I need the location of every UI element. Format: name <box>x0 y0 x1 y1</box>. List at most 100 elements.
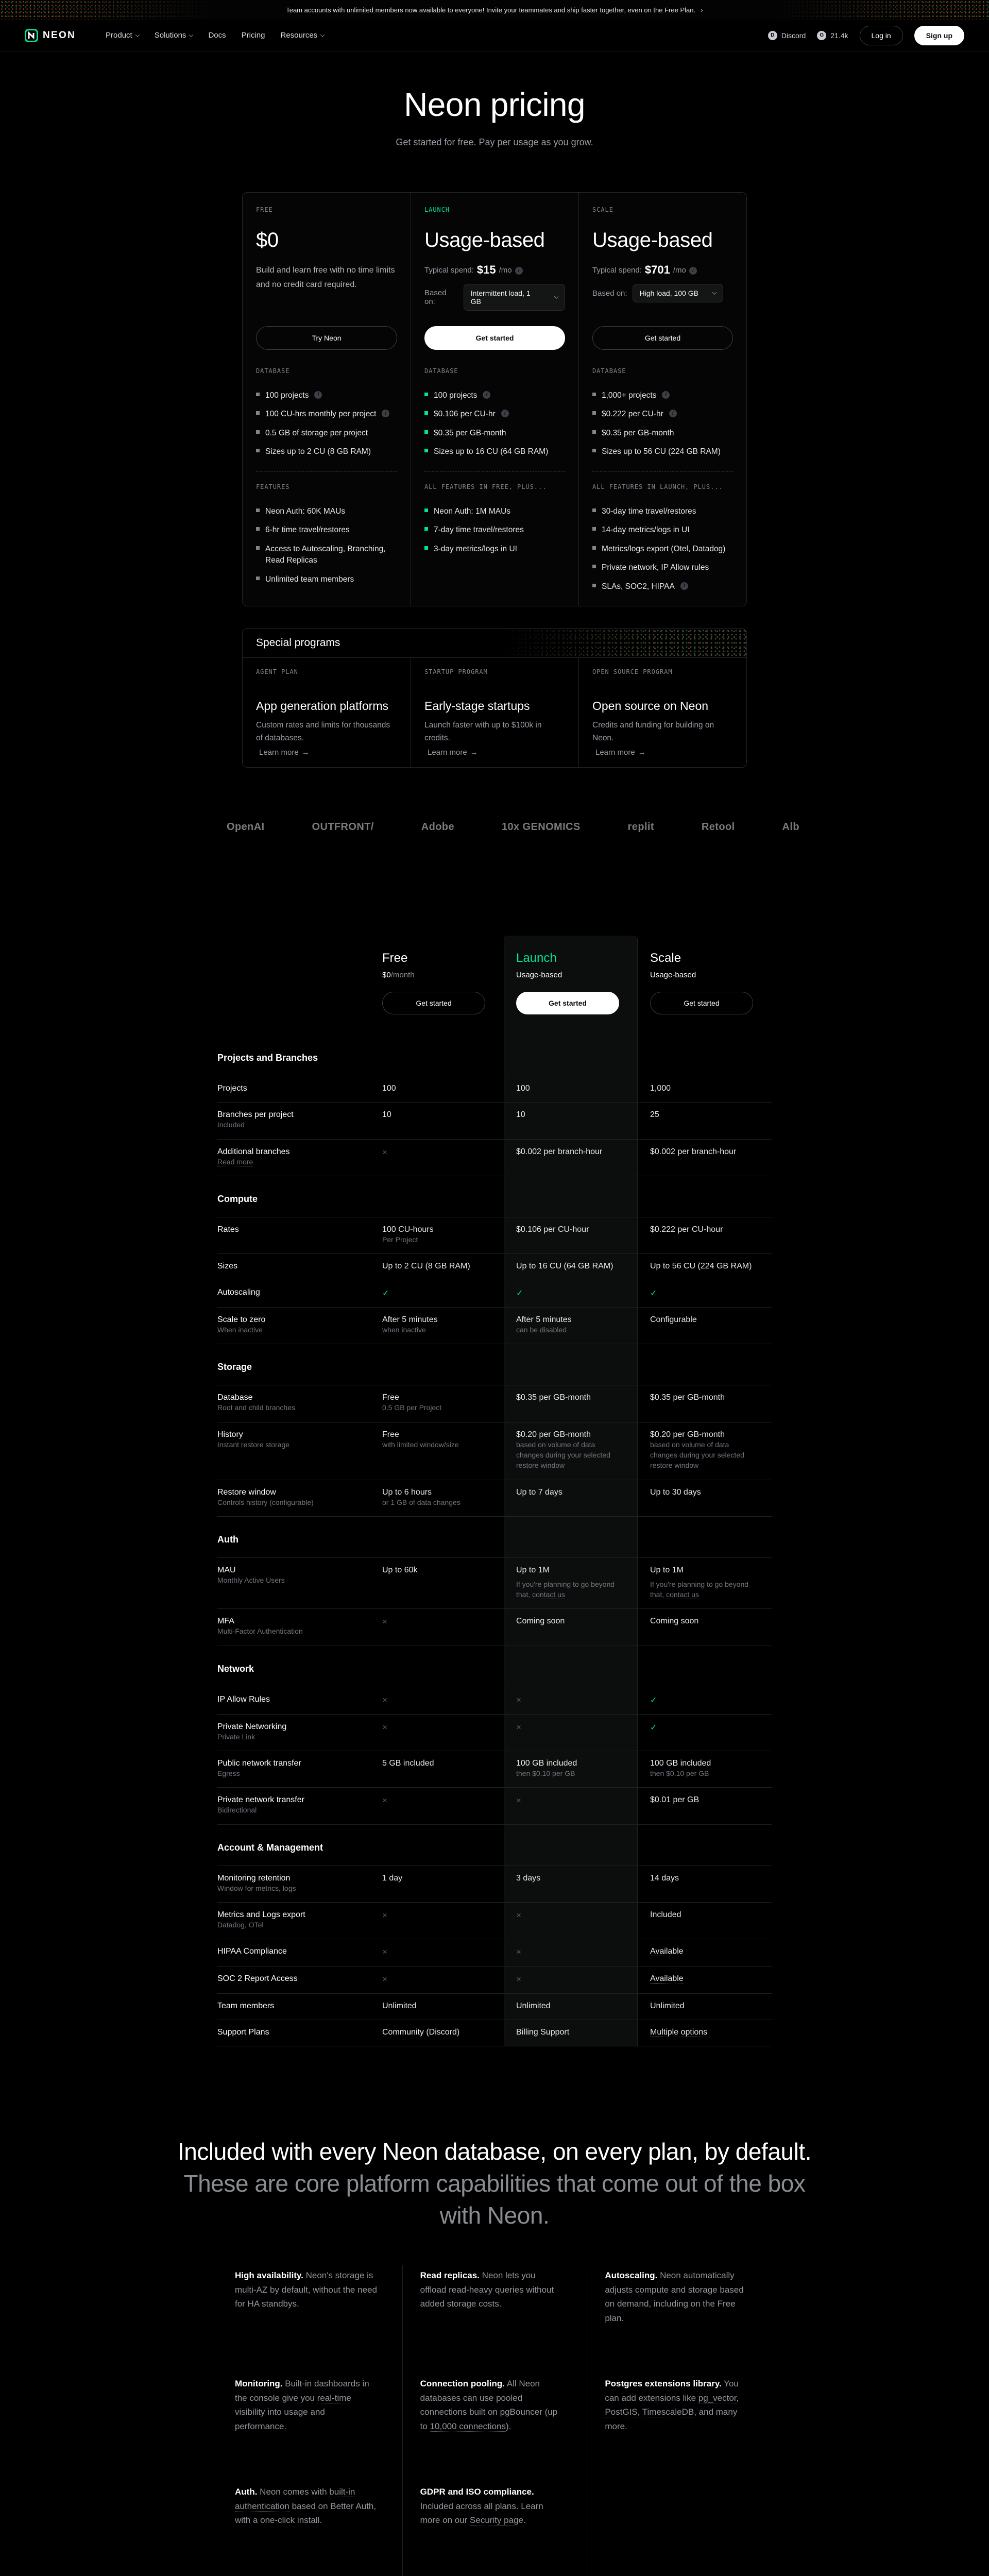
table-cell: $0.01 per GB <box>650 1795 700 1805</box>
plan-cta-button[interactable]: Try Neon <box>256 326 397 350</box>
nav-item[interactable]: Product <box>106 31 140 40</box>
list-item: 100 CU-hrs monthly per project i <box>256 409 397 420</box>
table-cell: Up to 7 days <box>516 1487 562 1497</box>
announcement-banner[interactable]: Team accounts with unlimited members now… <box>0 0 989 20</box>
workload-select[interactable]: Intermittent load, 1 GB <box>463 284 565 311</box>
list-item: $0.222 per CU-hr i <box>592 409 733 420</box>
info-icon[interactable]: i <box>515 266 523 275</box>
info-icon[interactable]: i <box>662 391 670 399</box>
cell-link[interactable]: Available <box>650 1947 684 1957</box>
info-icon[interactable]: i <box>483 391 491 399</box>
nav-item[interactable]: Pricing <box>241 31 265 40</box>
list-item: 0.5 GB of storage per project <box>256 428 397 439</box>
info-icon[interactable]: i <box>314 391 322 399</box>
bullet-square-icon <box>256 449 260 453</box>
info-icon[interactable]: i <box>382 410 390 418</box>
workload-select[interactable]: High load, 100 GB <box>632 284 723 302</box>
table-cell: Coming soon <box>516 1617 565 1626</box>
announcement-text: Team accounts with unlimited members now… <box>286 6 696 14</box>
plan-cta-button[interactable]: Get started <box>592 326 733 350</box>
bullet-square-icon <box>256 430 260 434</box>
bullet-square-icon <box>424 411 428 415</box>
row-label: Autoscaling <box>217 1288 260 1297</box>
plan-summary: Typical spend: $701 /mo i Based on: High… <box>592 263 733 313</box>
program-tag: OPEN SOURCE PROGRAM <box>592 668 673 676</box>
bullet-square-icon <box>424 527 428 531</box>
program-title: Open source on Neon <box>592 699 709 713</box>
signup-button[interactable]: Sign up <box>914 25 964 45</box>
info-icon[interactable]: i <box>669 410 677 418</box>
table-cell: $0.002 per branch-hour <box>516 1147 603 1156</box>
plan-cta-button[interactable]: Get started <box>424 326 565 350</box>
list-item: 100 projects i <box>256 390 397 401</box>
neon-logo[interactable]: NEON <box>25 28 76 42</box>
bullet-square-icon <box>592 508 596 512</box>
cell-sub-link[interactable]: contact us <box>532 1590 565 1600</box>
arrow-right-icon: → <box>638 748 646 757</box>
bullet-square-icon <box>592 565 596 569</box>
workload-select-value: High load, 100 GB <box>639 289 698 297</box>
included-feature-card: Auth. Neon comes with built-in authentic… <box>235 2487 377 2526</box>
table-cell: $0.002 per branch-hour <box>650 1147 737 1156</box>
table-cell: 1,000 <box>650 1084 671 1093</box>
feature-lead: Postgres extensions library. <box>605 2379 722 2389</box>
info-icon[interactable]: i <box>680 582 688 590</box>
list-item: $0.106 per CU-hr i <box>424 409 565 420</box>
comparison-cta-button[interactable]: Get started <box>516 992 619 1015</box>
comparison-header: Free $0/month Get started Launch Usage-b… <box>217 895 772 1035</box>
plan-card: LAUNCH Usage-based Typical spend: $15 /m… <box>411 193 578 606</box>
learn-more-link[interactable]: Learn more → <box>259 748 310 757</box>
cell-link[interactable]: Multiple options <box>650 2028 708 2038</box>
bullet-square-icon <box>592 430 596 434</box>
table-cell: Available <box>638 1947 772 1957</box>
row-label: Additional branches Read more <box>217 1147 290 1166</box>
feature-lead: Monitoring. <box>235 2379 283 2389</box>
page-title: Neon pricing <box>404 86 585 123</box>
workload-select-value: Intermittent load, 1 GB <box>470 289 531 306</box>
bullet-square-icon <box>592 393 596 396</box>
list-item: 30-day time travel/restores <box>592 506 733 517</box>
table-row: Support Plans Community (Discord) <box>217 2020 772 2047</box>
list-item: 14-day metrics/logs in UI <box>592 524 733 536</box>
table-section-title: Projects and Branches <box>217 1053 318 1063</box>
github-stars[interactable]: G 21.4k <box>817 30 848 40</box>
table-cell: 10 <box>382 1110 391 1120</box>
cell-sub-link[interactable]: contact us <box>666 1590 699 1600</box>
divider <box>592 471 733 472</box>
table-cell: Up to 16 CU (64 GB RAM) <box>516 1262 613 1271</box>
table-row: Rates 100 CU-hours Per Project <box>217 1216 772 1253</box>
table-cell: × <box>516 1910 521 1920</box>
hero: Neon pricing Get started for free. Pay p… <box>0 52 989 192</box>
table-cell: 3 days <box>516 1873 541 1883</box>
table-cell: Up to 30 days <box>650 1487 701 1497</box>
program-tag: AGENT PLAN <box>256 668 298 676</box>
plan-price: Usage-based <box>592 229 713 251</box>
comparison-cta-button[interactable]: Get started <box>382 992 485 1015</box>
learn-more-link[interactable]: Learn more → <box>595 748 646 757</box>
info-icon[interactable]: i <box>501 410 509 418</box>
table-cell: ✓ <box>650 1696 657 1705</box>
discord-link[interactable]: D Discord <box>768 30 806 40</box>
nav-item[interactable]: Solutions <box>155 31 194 40</box>
row-label: Metrics and Logs export Datadog, OTel <box>217 1910 305 1929</box>
row-sub-link[interactable]: Read more <box>217 1157 253 1166</box>
program-description: Launch faster with up to $100k in credit… <box>424 721 542 743</box>
comparison-plan-price: $0/month <box>382 971 415 980</box>
cell-link[interactable]: Available <box>650 1974 684 1984</box>
database-section-label: DATABASE <box>592 367 626 375</box>
feature-lead: Auth. <box>235 2487 258 2497</box>
login-button[interactable]: Log in <box>859 25 903 45</box>
row-label: IP Allow Rules <box>217 1694 270 1704</box>
halftone-decoration-left <box>0 0 216 20</box>
table-cell: Up to 60k <box>382 1565 418 1574</box>
nav-item[interactable]: Docs <box>208 31 226 40</box>
database-section-label: DATABASE <box>424 367 458 375</box>
list-item: 3-day metrics/logs in UI <box>424 544 565 555</box>
info-icon[interactable]: i <box>689 266 697 275</box>
nav-item[interactable]: Resources <box>280 31 325 40</box>
comparison-cta-button[interactable]: Get started <box>650 992 753 1015</box>
bullet-square-icon <box>256 393 260 396</box>
table-cell: After 5 minutes can be disabled <box>516 1315 572 1334</box>
list-item: Sizes up to 16 CU (64 GB RAM) <box>424 446 565 457</box>
learn-more-link[interactable]: Learn more → <box>428 748 478 757</box>
